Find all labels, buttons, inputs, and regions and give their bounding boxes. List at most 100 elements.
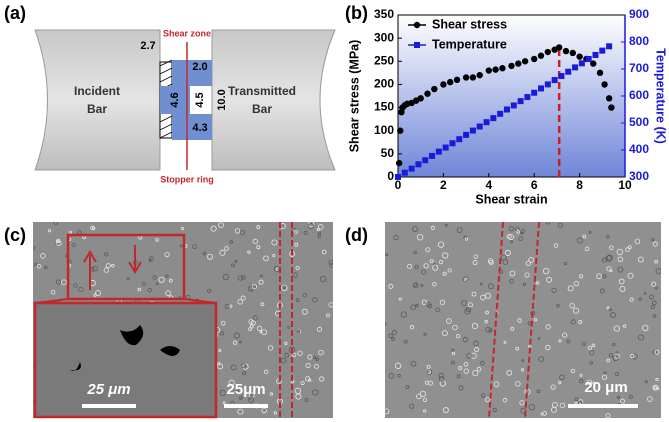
data-point [415, 161, 422, 168]
grain [388, 372, 395, 379]
grain [442, 252, 449, 259]
data-point [517, 98, 524, 105]
grain [222, 273, 229, 281]
grain [652, 300, 657, 306]
grain [637, 256, 644, 263]
grain [608, 353, 614, 358]
grain [425, 247, 431, 253]
grain [281, 284, 288, 292]
grain [240, 295, 246, 301]
grain [654, 259, 658, 264]
grain [44, 265, 48, 270]
grain [485, 397, 491, 403]
y-tick-label: 150 [374, 100, 394, 114]
void [70, 325, 180, 371]
grain [652, 349, 657, 355]
grain [422, 397, 428, 402]
grain [617, 266, 624, 273]
grain [473, 254, 478, 259]
grain [256, 245, 261, 250]
grain [485, 326, 492, 333]
grain [233, 332, 241, 339]
grain [264, 369, 269, 374]
grain [229, 304, 233, 308]
grain [305, 362, 311, 369]
grain [155, 282, 159, 286]
grain [409, 325, 415, 330]
grain [239, 396, 243, 400]
grain [462, 337, 468, 343]
legend-marker [414, 42, 420, 48]
grain [487, 258, 494, 264]
grain [259, 274, 263, 278]
grain [528, 403, 535, 411]
grain [234, 259, 238, 263]
grain [269, 392, 274, 396]
grain [105, 263, 111, 269]
grain [516, 230, 520, 234]
grain [573, 280, 580, 287]
grain [464, 237, 468, 241]
grain [582, 342, 586, 346]
grain [609, 245, 614, 251]
grain [319, 275, 327, 283]
grain [315, 357, 319, 361]
grain [528, 257, 535, 263]
grain [220, 320, 226, 326]
specimen [172, 60, 212, 86]
grain [71, 242, 76, 248]
grain [294, 387, 302, 395]
data-point [569, 49, 576, 57]
grain [318, 349, 324, 356]
grain [192, 244, 198, 250]
grain [467, 302, 473, 308]
grain [432, 281, 437, 287]
grain [644, 380, 648, 384]
grain [250, 320, 256, 326]
grain [252, 315, 258, 321]
x-tick-label: 8 [576, 178, 583, 192]
grain [437, 241, 445, 248]
grain [550, 406, 557, 413]
x-axis-label: Shear strain [475, 192, 547, 206]
grain [586, 379, 593, 385]
grain [509, 278, 514, 284]
data-point [562, 47, 570, 55]
grain [488, 283, 494, 290]
grain [572, 307, 580, 314]
y-tick-label: 250 [374, 53, 394, 67]
grain [237, 275, 244, 281]
grain [474, 347, 480, 352]
grain [647, 396, 653, 402]
grain [520, 368, 525, 372]
shear-zone-label: Shear zone [163, 28, 211, 38]
grain [442, 407, 449, 414]
grain [248, 392, 255, 399]
data-point [572, 64, 579, 71]
y-tick-label: 50 [381, 146, 395, 160]
grain [410, 360, 417, 367]
y-tick-label: 200 [374, 77, 394, 91]
grain [241, 275, 246, 280]
incident-bar [34, 29, 161, 171]
grain [426, 369, 433, 375]
data-point [601, 81, 608, 88]
grain [472, 369, 479, 377]
grain [207, 253, 213, 260]
grain [613, 325, 620, 332]
grain [410, 304, 417, 311]
grain [393, 234, 399, 241]
grain [522, 282, 527, 287]
grain [612, 342, 616, 347]
grain [224, 246, 229, 251]
shear-band-line [524, 221, 540, 419]
data-point [483, 119, 490, 126]
grain [656, 386, 660, 390]
grain [654, 285, 658, 290]
grain [284, 352, 290, 358]
grain [605, 234, 610, 239]
data-point [424, 90, 431, 97]
grain [235, 389, 239, 393]
grain [557, 222, 563, 228]
grain [241, 363, 247, 369]
